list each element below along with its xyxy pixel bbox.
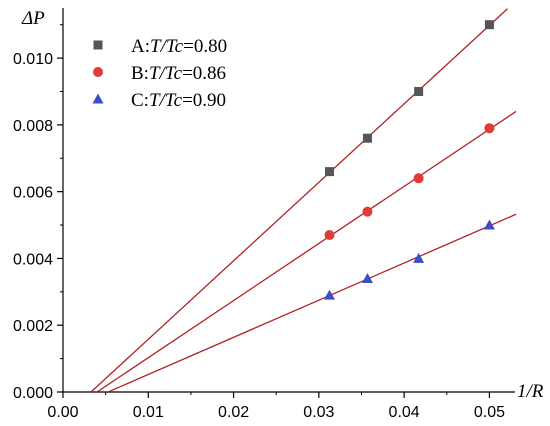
legend: A:T/Tc=0.80 B:T/Tc=0.86 C:T/Tc=0.90 (92, 36, 227, 111)
fit-line-c (108, 213, 517, 393)
y-tick-label: 0.000 (13, 385, 53, 402)
legend-label-c: C:T/Tc=0.90 (131, 90, 226, 111)
legend-label-b: B:T/Tc=0.86 (131, 63, 226, 84)
data-point-a (325, 167, 335, 177)
fit-lines (90, 8, 517, 393)
data-point-b (362, 206, 373, 217)
data-point-b (413, 173, 424, 184)
x-tick-label: 0.02 (218, 404, 249, 421)
data-markers (324, 20, 495, 300)
legend-label-a: A:T/Tc=0.80 (131, 36, 227, 57)
data-point-a (414, 86, 424, 96)
data-point-c (413, 252, 425, 263)
data-point-c (324, 289, 336, 300)
data-point-a (362, 133, 372, 143)
data-point-c (483, 219, 495, 230)
data-point-b (324, 230, 335, 241)
legend-marker-c (92, 93, 104, 104)
fit-line-b (97, 110, 517, 393)
x-tick-label: 0.01 (133, 404, 164, 421)
x-tick-label: 0.05 (474, 404, 505, 421)
y-axis-title: ΔP (21, 8, 45, 29)
y-tick-label: 0.008 (13, 118, 53, 135)
y-tick-label: 0.010 (13, 51, 53, 68)
x-tick-label: 0.03 (303, 404, 334, 421)
fit-line-a (90, 8, 508, 393)
y-tick-label: 0.004 (13, 251, 53, 268)
legend-marker-b (93, 67, 103, 77)
x-tick-label: 0.04 (389, 404, 420, 421)
x-tick-label: 0.00 (47, 404, 78, 421)
legend-marker-a (93, 40, 103, 50)
data-point-a (484, 20, 494, 30)
y-tick-label: 0.002 (13, 318, 53, 335)
x-axis-title: 1/R (517, 381, 544, 402)
axis-ticks: 0.00 0.01 0.02 0.03 0.04 0.05 0.000 0.002 0.004 0… (13, 24, 505, 421)
data-point-b (484, 123, 495, 134)
data-point-c (361, 272, 373, 283)
y-tick-label: 0.006 (13, 185, 53, 202)
